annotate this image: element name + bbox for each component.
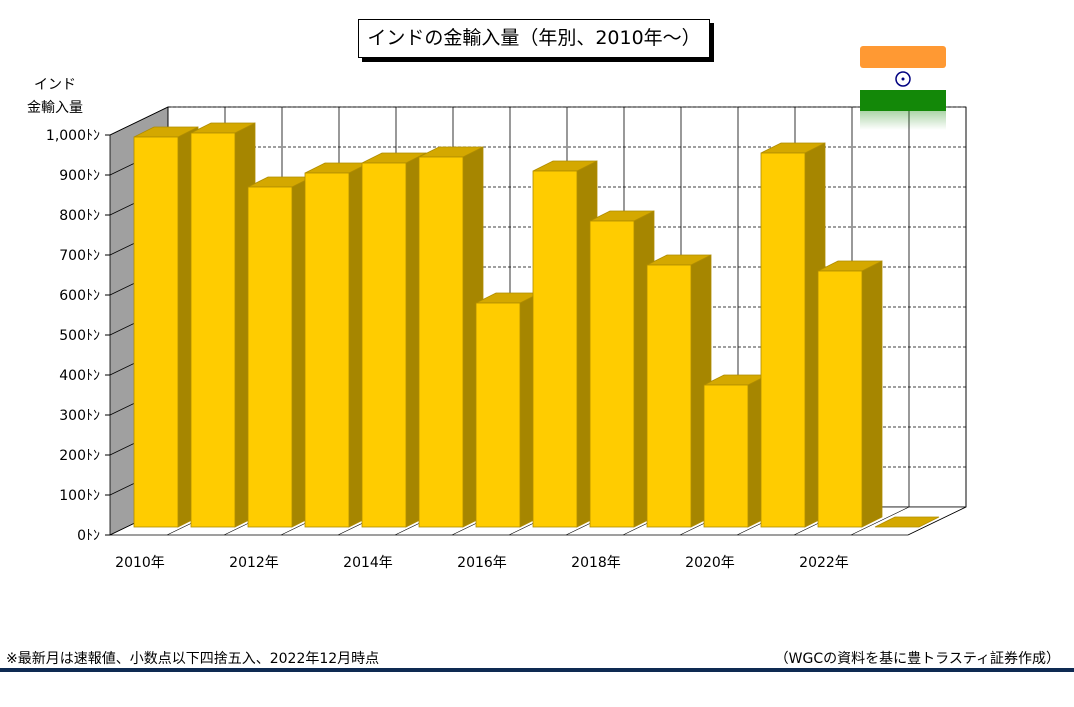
footnote: ※最新月は速報値、小数点以下四捨五入、2022年12月時点: [6, 651, 380, 667]
bar: [133, 136, 179, 528]
x-tick-label: 2022年: [799, 555, 849, 571]
bar: [760, 152, 806, 528]
bar: [874, 516, 940, 528]
bar-chart: 0ﾄﾝ 100ﾄﾝ 200ﾄﾝ 300ﾄﾝ 400ﾄﾝ 500ﾄﾝ 600ﾄﾝ 700ﾄﾝ 80…: [46, 106, 967, 571]
bar-side: [861, 260, 883, 528]
chart-title: インドの金輸入量（年別、2010年～）: [358, 19, 710, 58]
bar: [361, 162, 407, 528]
x-tick-label: 2020年: [685, 555, 735, 571]
bar: [247, 186, 293, 528]
bar: [418, 156, 464, 528]
x-tick-label: 2014年: [343, 555, 393, 571]
y-axis-label: インド 金輸入量: [20, 74, 90, 120]
y-tick-label: 0ﾄﾝ: [77, 528, 100, 544]
y-tick-label: 400ﾄﾝ: [59, 368, 100, 384]
bar: [475, 302, 521, 528]
y-tick-label: 700ﾄﾝ: [59, 248, 100, 264]
bar: [304, 172, 350, 528]
bar: [646, 264, 692, 528]
y-tick-label: 200ﾄﾝ: [59, 448, 100, 464]
y-tick-label: 500ﾄﾝ: [59, 328, 100, 344]
y-gridline-side: [109, 106, 169, 136]
bar: [589, 220, 635, 528]
y-axis-label-line-1: インド: [34, 77, 76, 93]
y-axis-label-line-2: 金輸入量: [27, 100, 83, 116]
india-flag-icon: [860, 46, 946, 130]
y-tick-label: 900ﾄﾝ: [59, 168, 100, 184]
y-tick-label: 1,000ﾄﾝ: [46, 128, 100, 144]
x-tick-label: 2018年: [571, 555, 621, 571]
bar: [190, 132, 236, 528]
x-gridline-floor: [907, 506, 967, 536]
x-tick-label: 2016年: [457, 555, 507, 571]
x-tick-label: 2010年: [115, 555, 165, 571]
bar: [532, 170, 578, 528]
bar: [703, 384, 749, 528]
y-tick-label: 100ﾄﾝ: [59, 488, 100, 504]
source-note: （WGCの資料を基に豊トラスティ証券作成）: [774, 651, 1060, 667]
bar: [817, 270, 863, 528]
y-tick-label: 800ﾄﾝ: [59, 208, 100, 224]
bottom-rule: [0, 668, 1074, 672]
x-gridline-floor: [850, 506, 910, 536]
y-tick-label: 300ﾄﾝ: [59, 408, 100, 424]
x-tick-label: 2012年: [229, 555, 279, 571]
y-tick-label: 600ﾄﾝ: [59, 288, 100, 304]
